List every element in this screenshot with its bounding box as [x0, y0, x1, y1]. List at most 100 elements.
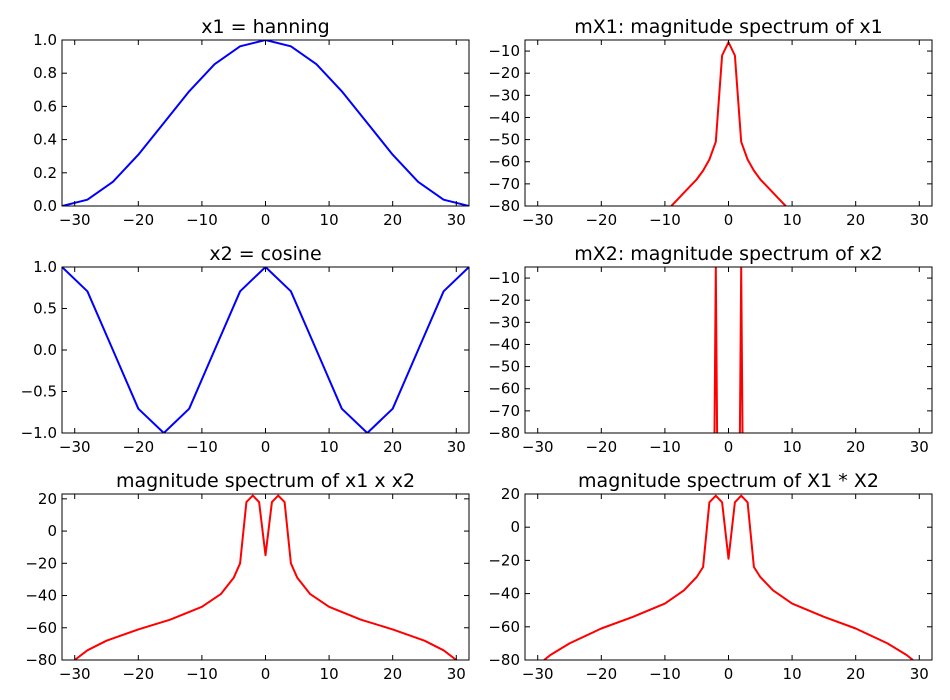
- x-tick-label: 0: [724, 665, 734, 683]
- x-tick-label: 10: [783, 211, 802, 229]
- x-tick-label: −10: [186, 438, 218, 456]
- y-tick-label: −1.0: [21, 424, 57, 442]
- x-tick-label: 20: [846, 665, 865, 683]
- panel-convolution-spectrum: −30 −20 −10 0 10 20 30 −80 −60 −40 −20 0 20 magnitude…: [488, 470, 933, 683]
- x-tick-label: −20: [122, 665, 154, 683]
- y-tick-label: 0.6: [33, 97, 57, 115]
- x-tick-label: 0: [261, 665, 271, 683]
- y-tick-label: −40: [25, 587, 57, 605]
- y-tick-label: −80: [488, 197, 520, 215]
- x-tick-label: 20: [383, 438, 402, 456]
- y-tick-label: −40: [488, 108, 520, 126]
- y-tick-label: −60: [25, 619, 57, 637]
- chart-title: x2 = cosine: [209, 243, 321, 265]
- y-tick-label: −70: [488, 402, 520, 420]
- x-tick-label: 0: [261, 211, 271, 229]
- x-tick-label: −30: [522, 665, 554, 683]
- y-tick-label: −50: [488, 131, 520, 149]
- series-line-0: [74, 494, 457, 660]
- panel-cosine: −30 −20 −10 0 10 20 30 −1.0 −0.5 0.0 0.5 1.0 x2 = co…: [21, 243, 470, 456]
- x-tick-label: −30: [59, 438, 91, 456]
- y-tick-label: −50: [488, 358, 520, 376]
- axes-frame: [524, 39, 933, 207]
- panel-product-spectrum: −30 −20 −10 0 10 20 30 −80 −60 −40 −20 0 20 magnitude…: [25, 470, 470, 683]
- x-tick-label: 10: [320, 665, 339, 683]
- x-tick-label: −20: [585, 665, 617, 683]
- y-tick-label: 1.0: [33, 258, 57, 276]
- series-line-1: [738, 267, 744, 433]
- panel-hanning-spectrum: −30 −20 −10 0 10 20 30 −80 −70 −60 −50 −40 −30 −20 −10…: [488, 16, 933, 229]
- y-tick-label: 0.5: [33, 300, 57, 318]
- x-tick-label: −20: [585, 438, 617, 456]
- x-tick-label: 0: [724, 438, 734, 456]
- x-tick-label: 10: [320, 438, 339, 456]
- y-tick-label: −60: [488, 153, 520, 171]
- axes-frame: [61, 266, 470, 434]
- plot-area: [62, 40, 469, 206]
- x-tick-label: −10: [186, 665, 218, 683]
- x-tick-label: −30: [59, 665, 91, 683]
- chart-title: magnitude spectrum of x1 x x2: [116, 470, 415, 492]
- y-tick-label: 20: [501, 485, 520, 503]
- x-tick-label: −30: [522, 211, 554, 229]
- x-tick-label: 30: [910, 665, 929, 683]
- chart-title: mX1: magnitude spectrum of x1: [574, 16, 883, 38]
- y-tick-label: 1.0: [33, 31, 57, 49]
- plot-area: [543, 494, 914, 660]
- chart-title: mX2: magnitude spectrum of x2: [574, 243, 883, 265]
- y-tick-label: −60: [488, 618, 520, 636]
- x-tick-label: 30: [447, 211, 466, 229]
- y-tick-label: −10: [488, 269, 520, 287]
- y-tick-label: −0.5: [21, 383, 57, 401]
- chart-title: x1 = hanning: [201, 16, 329, 38]
- x-tick-label: −20: [122, 438, 154, 456]
- y-tick-label: −40: [488, 585, 520, 603]
- x-tick-label: −10: [649, 665, 681, 683]
- x-tick-label: 0: [261, 438, 271, 456]
- series-line-0: [62, 267, 469, 433]
- panel-hanning-window: −30 −20 −10 0 10 20 30 0.0 0.2 0.4 0.6 0.8 1.0 x1 = h…: [33, 16, 470, 229]
- y-tick-label: −20: [25, 554, 57, 572]
- x-tick-label: 20: [846, 211, 865, 229]
- panel-cosine-spectrum: −30 −20 −10 0 10 20 30 −80 −70 −60 −50 −40 −30 −20 −10…: [488, 243, 933, 456]
- x-tick-label: −10: [649, 438, 681, 456]
- x-tick-label: 20: [383, 665, 402, 683]
- plot-area: [62, 267, 469, 433]
- y-tick-label: 0: [510, 518, 520, 536]
- y-tick-label: −80: [488, 651, 520, 669]
- plot-area: [713, 267, 744, 433]
- x-tick-label: −20: [122, 211, 154, 229]
- series-line-0: [713, 267, 719, 433]
- y-tick-label: −60: [488, 380, 520, 398]
- y-tick-label: −20: [488, 291, 520, 309]
- plot-area: [670, 41, 787, 206]
- x-tick-label: −20: [585, 211, 617, 229]
- x-tick-label: 10: [320, 211, 339, 229]
- axes-frame: [524, 266, 933, 434]
- x-tick-label: 30: [910, 438, 929, 456]
- series-line-0: [670, 41, 787, 206]
- y-tick-label: −20: [488, 64, 520, 82]
- x-tick-label: 0: [724, 211, 734, 229]
- x-tick-label: 30: [447, 438, 466, 456]
- y-tick-label: 0.4: [33, 131, 57, 149]
- chart-title: magnitude spectrum of X1 * X2: [578, 470, 879, 492]
- y-tick-label: −80: [25, 651, 57, 669]
- series-line-0: [543, 494, 914, 660]
- y-tick-label: −70: [488, 175, 520, 193]
- x-tick-label: −30: [59, 211, 91, 229]
- x-tick-label: 20: [383, 211, 402, 229]
- y-tick-label: −80: [488, 424, 520, 442]
- series-line-0: [62, 40, 469, 206]
- x-tick-label: 10: [783, 438, 802, 456]
- y-tick-label: 0: [47, 522, 57, 540]
- x-tick-label: −10: [649, 211, 681, 229]
- x-tick-label: 30: [447, 665, 466, 683]
- y-tick-label: 0.8: [33, 64, 57, 82]
- x-tick-label: −30: [522, 438, 554, 456]
- y-tick-label: −10: [488, 42, 520, 60]
- y-tick-label: −30: [488, 86, 520, 104]
- x-tick-label: 30: [910, 211, 929, 229]
- y-tick-label: −20: [488, 551, 520, 569]
